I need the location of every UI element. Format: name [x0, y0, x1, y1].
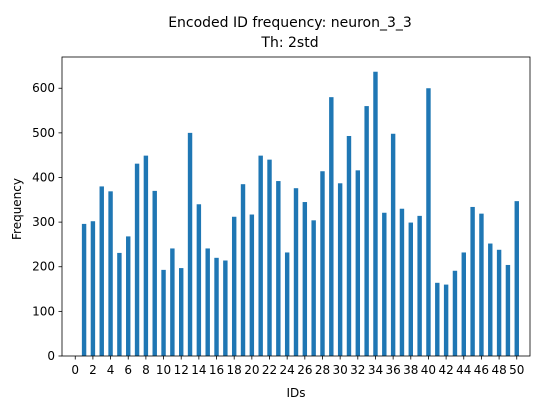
y-tick-label-400: 400	[32, 170, 55, 184]
bar-id-24	[284, 252, 290, 356]
x-tick-label-50: 50	[509, 363, 524, 377]
bar-id-48	[496, 249, 502, 356]
bar-id-50	[514, 201, 519, 356]
bar-id-27	[311, 220, 316, 356]
bar-id-32	[355, 170, 361, 356]
bar-id-29	[329, 97, 334, 356]
bar-id-47	[488, 243, 493, 356]
bar-id-8	[143, 155, 149, 356]
bar-id-13	[187, 132, 193, 356]
y-tick-label-300: 300	[32, 215, 55, 229]
chart-subtitle: Th: 2std	[260, 35, 318, 51]
x-tick-label-6: 6	[124, 363, 132, 377]
bar-id-15	[205, 248, 210, 356]
bar-id-30	[337, 183, 343, 356]
y-tick-label-500: 500	[32, 126, 55, 140]
axes-group: 0 2 4 6 8 10 12 14 16 18 20 22 24 26 28 30 32 34 36 38 40 42 4…	[32, 56, 531, 377]
bar-id-22	[267, 159, 272, 356]
x-tick-label-34: 34	[368, 363, 383, 377]
y-tick-label-100: 100	[32, 304, 55, 318]
bar-id-45	[470, 206, 475, 356]
bar-id-33	[364, 106, 369, 356]
x-tick-label-10: 10	[156, 363, 171, 377]
x-tick-label-8: 8	[142, 363, 150, 377]
x-tick-label-42: 42	[438, 363, 453, 377]
bar-id-42	[443, 284, 449, 356]
bar-id-23	[276, 181, 281, 356]
bar-id-41	[435, 282, 440, 356]
bar-id-1	[81, 223, 87, 356]
plot-frame	[61, 56, 531, 357]
x-tick-label-4: 4	[107, 363, 115, 377]
y-tick-label-200: 200	[32, 260, 55, 274]
bar-id-9	[152, 190, 157, 356]
x-tick-label-32: 32	[350, 363, 365, 377]
bar-id-12	[179, 268, 184, 356]
bar-id-20	[249, 214, 255, 356]
bar-id-39	[417, 215, 422, 356]
bar-id-11	[170, 248, 175, 356]
bar-id-6	[126, 236, 131, 356]
bar-id-36	[390, 133, 396, 356]
x-tick-label-18: 18	[227, 363, 242, 377]
bar-id-26	[302, 202, 308, 356]
bar-id-4	[108, 191, 113, 356]
x-tick-label-22: 22	[262, 363, 277, 377]
bar-id-35	[382, 212, 387, 356]
x-tick-label-44: 44	[456, 363, 471, 377]
x-tick-label-30: 30	[333, 363, 348, 377]
x-tick-label-16: 16	[209, 363, 224, 377]
bar-id-19	[240, 184, 246, 356]
x-tick-label-28: 28	[315, 363, 330, 377]
bar-id-38	[408, 222, 413, 356]
bar-id-44	[461, 252, 466, 356]
bar-id-7	[134, 163, 140, 356]
bar-id-37	[399, 208, 405, 356]
bar-id-17	[223, 260, 228, 356]
x-tick-label-20: 20	[244, 363, 259, 377]
x-tick-label-0: 0	[71, 363, 79, 377]
bar-id-16	[214, 257, 219, 356]
bar-id-10	[161, 269, 166, 356]
bar-id-40	[426, 88, 431, 357]
bar-id-14	[196, 204, 202, 356]
bar-id-25	[293, 188, 299, 356]
x-tick-label-36: 36	[385, 363, 400, 377]
bar-id-34	[373, 71, 378, 356]
x-tick-label-40: 40	[421, 363, 436, 377]
bar-id-5	[117, 252, 122, 356]
y-tick-label-600: 600	[32, 81, 55, 95]
bar-id-31	[346, 135, 352, 356]
x-tick-label-38: 38	[403, 363, 418, 377]
y-tick-label-0: 0	[47, 349, 55, 363]
bar-id-43	[452, 270, 458, 356]
bar-id-28	[320, 171, 325, 356]
x-tick-label-26: 26	[297, 363, 312, 377]
bar-id-18	[231, 216, 237, 356]
bar-id-49	[505, 264, 511, 356]
chart-title: Encoded ID frequency: neuron_3_3	[168, 15, 412, 31]
y-axis-label: Frequency	[10, 178, 24, 240]
bar-id-3	[99, 186, 104, 356]
x-tick-label-46: 46	[474, 363, 489, 377]
x-tick-label-2: 2	[89, 363, 97, 377]
bars-group	[81, 71, 519, 357]
x-tick-label-48: 48	[491, 363, 506, 377]
bar-id-46	[479, 213, 484, 356]
x-tick-label-14: 14	[191, 363, 206, 377]
bar-id-21	[258, 155, 263, 356]
bar-id-2	[90, 221, 96, 356]
x-tick-label-24: 24	[280, 363, 295, 377]
x-tick-label-12: 12	[174, 363, 189, 377]
x-axis-label: IDs	[286, 386, 305, 400]
